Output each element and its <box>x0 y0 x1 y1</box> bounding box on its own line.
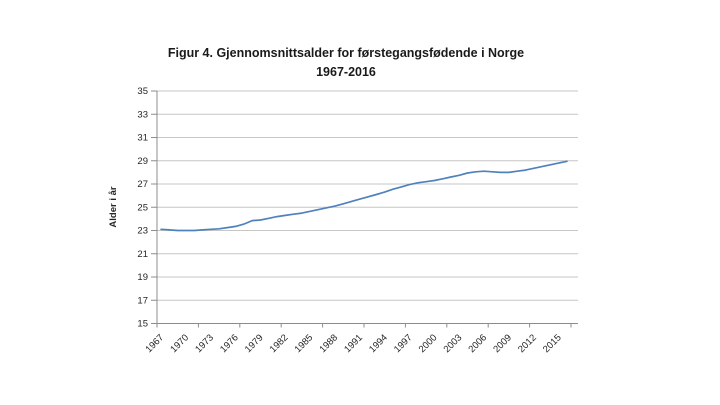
x-tick-label: 2012 <box>516 332 539 355</box>
x-tick-label: 1979 <box>243 332 266 355</box>
x-tick-label: 2009 <box>491 332 514 355</box>
y-tick-label: 15 <box>137 319 148 330</box>
x-tick-label: 1976 <box>218 332 241 355</box>
data-line-series <box>160 160 568 232</box>
chart-title: Figur 4. Gjennomsnittsalder for førstega… <box>66 44 626 82</box>
y-tick-label: 35 <box>137 86 148 97</box>
x-tick-label: 2015 <box>541 332 564 355</box>
y-tick-label: 25 <box>137 202 148 213</box>
x-tick-label: 1985 <box>293 332 316 355</box>
x-tick-label: 1988 <box>317 332 340 355</box>
x-tick-label: 2000 <box>417 332 440 355</box>
x-tick-label: 1982 <box>268 332 291 355</box>
chart-title-line1: Figur 4. Gjennomsnittsalder for førstega… <box>167 46 525 60</box>
y-tick-label: 17 <box>137 295 148 306</box>
x-tick-label: 1991 <box>342 332 365 355</box>
x-tick-label: 1970 <box>168 332 191 355</box>
x-tick-label: 1997 <box>392 332 415 355</box>
x-tick-label: 1967 <box>144 332 167 355</box>
y-tick-label: 33 <box>137 109 148 120</box>
x-tick-label: 2003 <box>442 332 465 355</box>
y-tick-label: 21 <box>137 249 148 260</box>
x-tick-label: 2006 <box>466 332 489 355</box>
x-tick-label: 1973 <box>193 332 216 355</box>
x-tick-label: 1994 <box>367 332 390 355</box>
chart-title-line2: 1967-2016 <box>316 65 376 79</box>
y-tick-label: 19 <box>137 272 148 283</box>
y-tick-label: 23 <box>137 226 148 237</box>
y-tick-label: 27 <box>137 179 148 190</box>
y-tick-label: 31 <box>137 133 148 144</box>
y-tick-label: 29 <box>137 156 148 167</box>
